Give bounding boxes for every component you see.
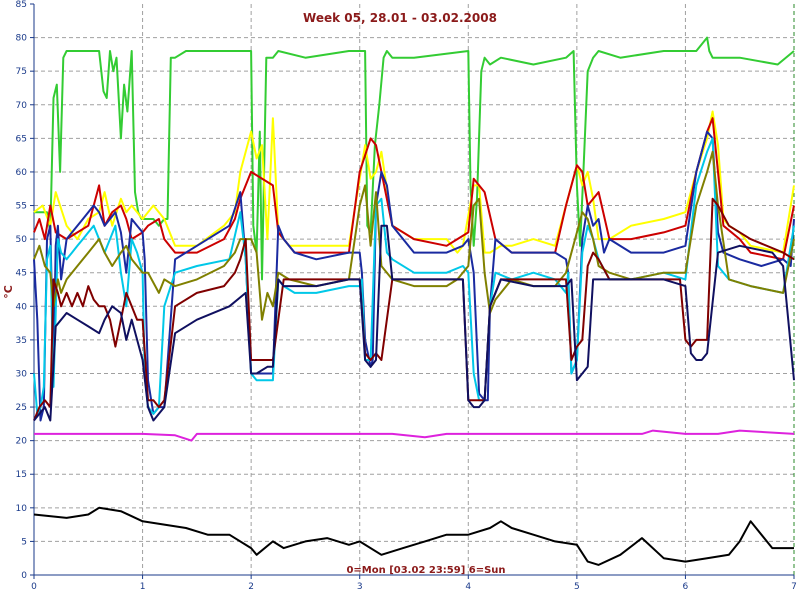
series-line-8 — [33, 224, 795, 422]
y-tick-label: 65 — [16, 134, 27, 144]
y-tick-label: 35 — [16, 336, 27, 346]
y-tick-label: 85 — [16, 0, 27, 10]
y-tick-label: 40 — [16, 302, 28, 312]
x-tick-label: 0 — [31, 582, 37, 592]
y-tick-label: 10 — [16, 504, 28, 514]
axes — [30, 3, 795, 579]
x-tick-label: 5 — [574, 582, 580, 592]
y-tick-label: 60 — [16, 168, 28, 178]
series-line-2 — [33, 110, 795, 254]
x-axis-label: 0=Mon [03.02 23:59] 6=Sun — [346, 565, 505, 576]
x-tick-label: 2 — [248, 582, 254, 592]
y-tick-label: 30 — [16, 369, 28, 379]
y-tick-label: 55 — [16, 202, 27, 212]
y-tick-label: 45 — [16, 269, 27, 279]
x-tick-label: 6 — [683, 582, 689, 592]
data-series — [33, 36, 795, 566]
y-tick-label: 70 — [16, 101, 28, 111]
y-tick-label: 25 — [16, 403, 27, 413]
series-line-1 — [34, 36, 795, 281]
series-line-4 — [33, 130, 795, 422]
x-tick-label: 4 — [465, 582, 471, 592]
series-line-10 — [33, 506, 794, 566]
series-line-9 — [34, 429, 795, 442]
y-tick-label: 5 — [21, 537, 27, 547]
x-tick-label: 3 — [357, 582, 363, 592]
x-tick-label: 1 — [140, 582, 146, 592]
y-axis-label: °C — [2, 285, 15, 299]
y-tick-label: 80 — [16, 34, 28, 44]
y-tick-label: 20 — [16, 437, 28, 447]
series-line-3 — [33, 117, 795, 261]
series-line-5 — [33, 137, 795, 415]
y-tick-label: 75 — [16, 67, 27, 77]
y-tick-label: 15 — [16, 470, 27, 480]
y-tick-label: 0 — [21, 571, 27, 581]
x-tick-label: 7 — [791, 582, 797, 592]
chart-title: Week 05, 28.01 - 03.02.2008 — [303, 11, 497, 25]
y-tick-label: 50 — [16, 235, 28, 245]
